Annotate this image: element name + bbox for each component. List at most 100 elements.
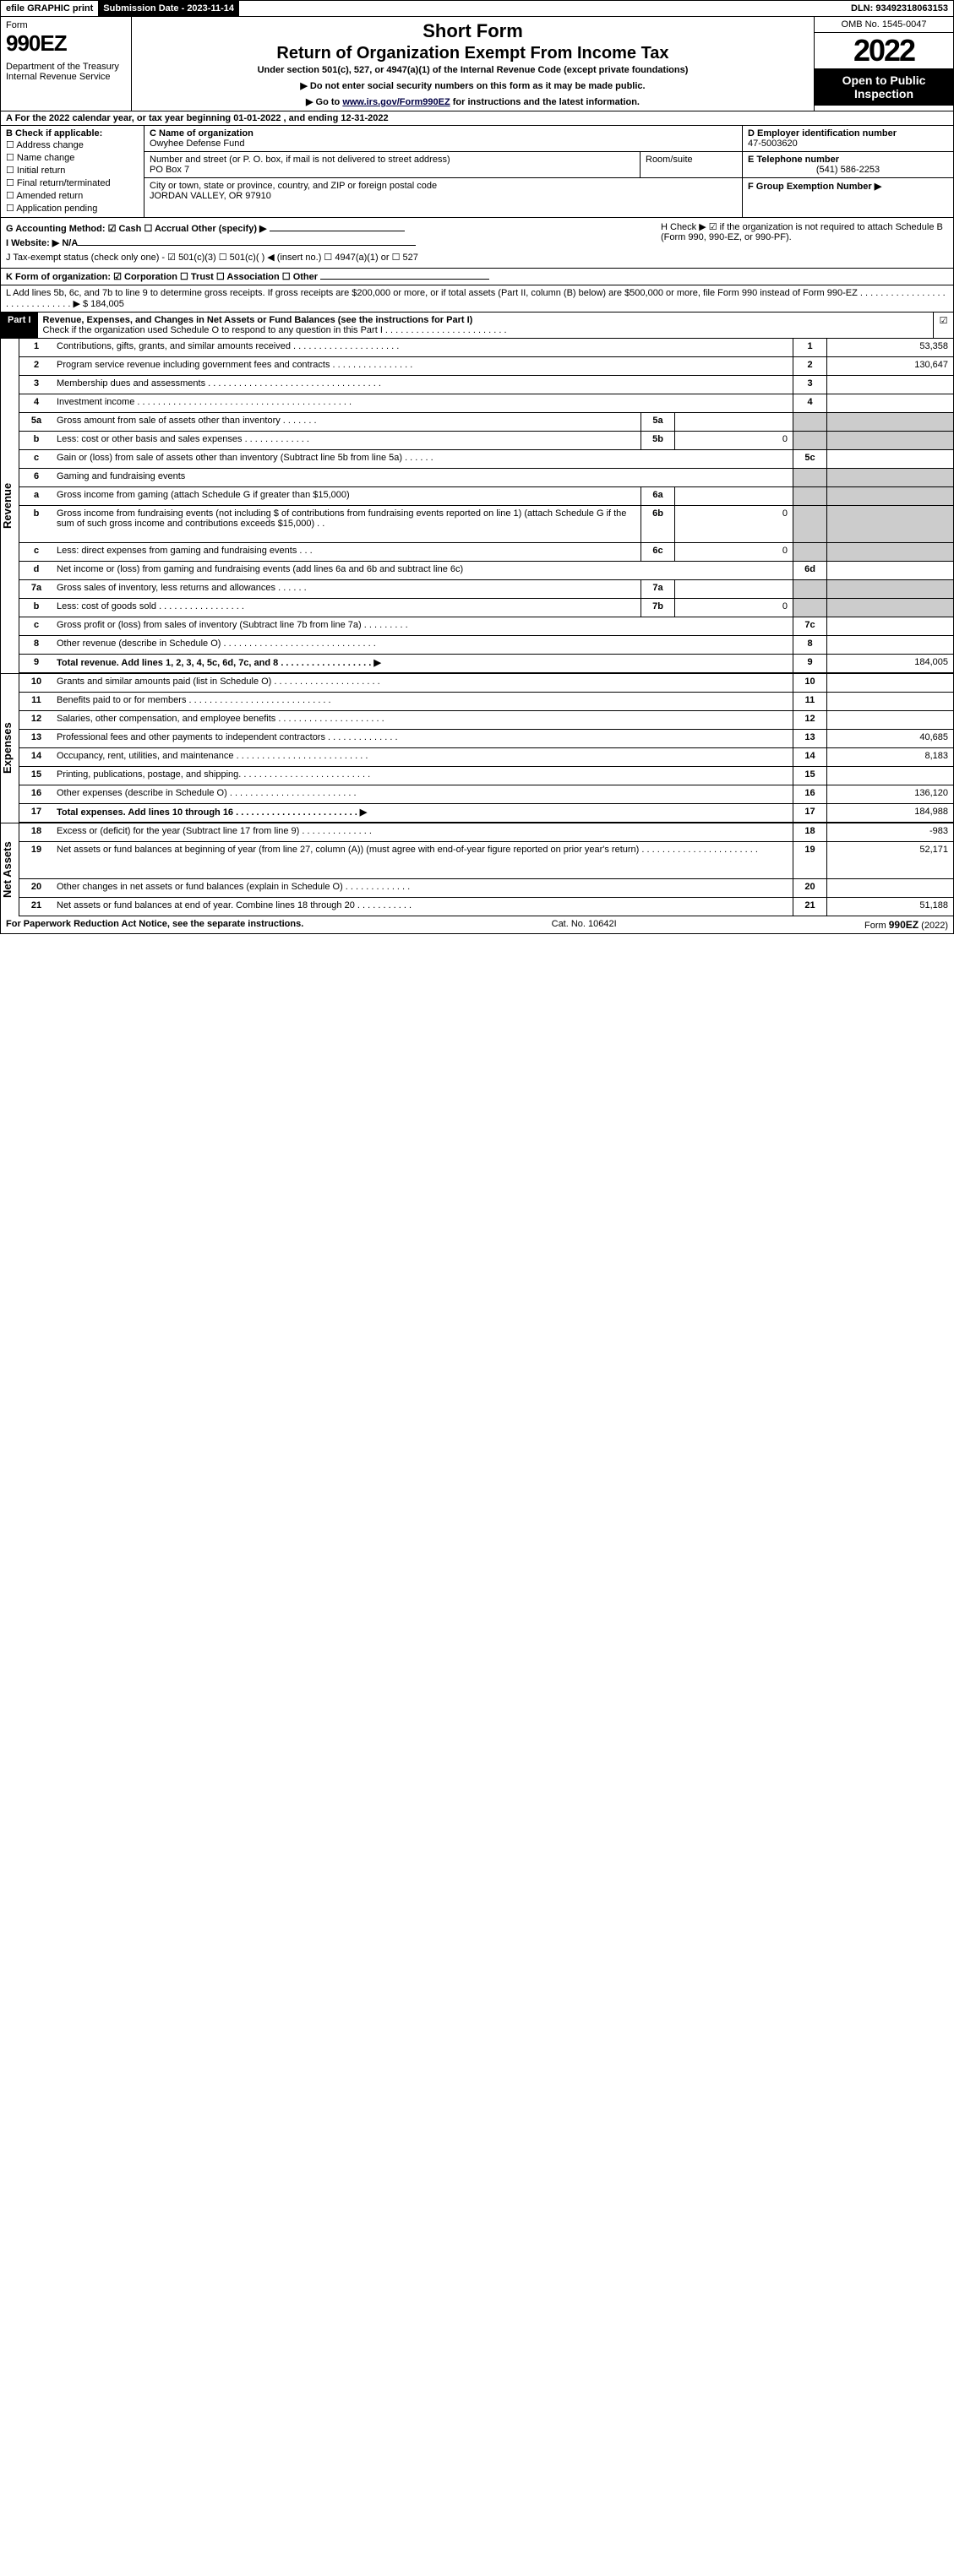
- row-description: Program service revenue including govern…: [53, 357, 793, 375]
- table-row: 5aGross amount from sale of assets other…: [19, 413, 953, 432]
- line-number-col: [793, 487, 826, 505]
- row-number: 17: [19, 804, 53, 822]
- open-to-public: Open to Public Inspection: [815, 68, 953, 106]
- group-exemption-label: F Group Exemption Number ▶: [748, 182, 881, 192]
- amount-value: [826, 469, 953, 486]
- line-number-col: 21: [793, 898, 826, 916]
- table-row: 9Total revenue. Add lines 1, 2, 3, 4, 5c…: [19, 655, 953, 673]
- note-link: ▶ Go to www.irs.gov/Form990EZ for instru…: [139, 96, 807, 107]
- table-row: 7aGross sales of inventory, less returns…: [19, 580, 953, 599]
- row-number: 3: [19, 376, 53, 394]
- row-number: b: [19, 432, 53, 449]
- row-description: Less: cost or other basis and sales expe…: [53, 432, 641, 449]
- line-number-col: 10: [793, 674, 826, 692]
- table-row: 20Other changes in net assets or fund ba…: [19, 879, 953, 898]
- table-row: 18Excess or (deficit) for the year (Subt…: [19, 823, 953, 842]
- table-row: 14Occupancy, rent, utilities, and mainte…: [19, 748, 953, 767]
- part-1-subtitle: Check if the organization used Schedule …: [43, 325, 507, 335]
- netassets-side: Net Assets: [1, 823, 19, 916]
- row-number: 6: [19, 469, 53, 486]
- table-row: 2Program service revenue including gover…: [19, 357, 953, 376]
- amount-value: 53,358: [826, 339, 953, 356]
- row-description: Gain or (loss) from sale of assets other…: [53, 450, 793, 468]
- part-1-label: Part I: [1, 312, 38, 338]
- amount-value: [826, 674, 953, 692]
- line-number-col: 1: [793, 339, 826, 356]
- box-b-label: B Check if applicable:: [6, 128, 139, 139]
- box-d: D Employer identification number 47-5003…: [743, 126, 953, 152]
- subtitle: Under section 501(c), 527, or 4947(a)(1)…: [139, 65, 807, 75]
- section-ghij: H Check ▶ ☑ if the organization is not r…: [0, 218, 954, 269]
- city-value: JORDAN VALLEY, OR 97910: [150, 191, 271, 201]
- table-row: 16Other expenses (describe in Schedule O…: [19, 785, 953, 804]
- street-cell: Number and street (or P. O. box, if mail…: [144, 152, 641, 177]
- form-header: Form 990EZ Department of the Treasury In…: [0, 17, 954, 111]
- amount-value: [826, 767, 953, 785]
- sub-line-value: 0: [674, 543, 793, 561]
- row-number: 5a: [19, 413, 53, 431]
- amount-value: 40,685: [826, 730, 953, 747]
- amount-value: [826, 413, 953, 431]
- row-number: c: [19, 617, 53, 635]
- table-row: bLess: cost of goods sold . . . . . . . …: [19, 599, 953, 617]
- box-c: C Name of organization Owyhee Defense Fu…: [144, 126, 742, 217]
- sub-line-label: 6b: [641, 506, 674, 542]
- street-label: Number and street (or P. O. box, if mail…: [150, 155, 450, 165]
- opt-name-change: ☐ Name change: [6, 151, 139, 164]
- table-row: 13Professional fees and other payments t…: [19, 730, 953, 748]
- main-title: Return of Organization Exempt From Incom…: [139, 44, 807, 63]
- org-name-label: C Name of organization: [150, 128, 253, 139]
- row-number: d: [19, 562, 53, 579]
- row-number: 13: [19, 730, 53, 747]
- sub-line-label: 7a: [641, 580, 674, 598]
- expenses-side: Expenses: [1, 674, 19, 823]
- amount-value: -983: [826, 823, 953, 841]
- irs-link[interactable]: www.irs.gov/Form990EZ: [342, 97, 450, 107]
- line-number-col: 14: [793, 748, 826, 766]
- line-number-col: 15: [793, 767, 826, 785]
- line-number-col: 12: [793, 711, 826, 729]
- row-number: 15: [19, 767, 53, 785]
- ein-value: 47-5003620: [748, 139, 798, 149]
- row-description: Gaming and fundraising events: [53, 469, 793, 486]
- row-description: Excess or (deficit) for the year (Subtra…: [53, 823, 793, 841]
- section-bcdef: B Check if applicable: ☐ Address change …: [0, 126, 954, 218]
- box-f: F Group Exemption Number ▶: [743, 178, 953, 217]
- amount-value: [826, 711, 953, 729]
- table-row: 21Net assets or fund balances at end of …: [19, 898, 953, 916]
- row-number: 4: [19, 394, 53, 412]
- amount-value: [826, 450, 953, 468]
- table-row: cGain or (loss) from sale of assets othe…: [19, 450, 953, 469]
- form-number: 990EZ: [6, 30, 126, 57]
- box-def: D Employer identification number 47-5003…: [742, 126, 953, 217]
- sub-line-value: 0: [674, 506, 793, 542]
- sub-line-label: 7b: [641, 599, 674, 617]
- table-row: cGross profit or (loss) from sales of in…: [19, 617, 953, 636]
- phone-value: (541) 586-2253: [748, 165, 948, 175]
- amount-value: 130,647: [826, 357, 953, 375]
- street-value: PO Box 7: [150, 165, 189, 175]
- line-number-col: 7c: [793, 617, 826, 635]
- part-1-checkbox[interactable]: ☑: [933, 312, 953, 338]
- row-number: a: [19, 487, 53, 505]
- table-row: 15Printing, publications, postage, and s…: [19, 767, 953, 785]
- line-number-col: [793, 432, 826, 449]
- row-description: Total expenses. Add lines 10 through 16 …: [53, 804, 793, 822]
- opt-address-change: ☐ Address change: [6, 139, 139, 151]
- row-description: Printing, publications, postage, and shi…: [53, 767, 793, 785]
- sub-line-value: [674, 580, 793, 598]
- line-number-col: [793, 543, 826, 561]
- table-row: bGross income from fundraising events (n…: [19, 506, 953, 543]
- org-name-row: C Name of organization Owyhee Defense Fu…: [144, 126, 742, 152]
- amount-value: 184,005: [826, 655, 953, 672]
- row-number: 16: [19, 785, 53, 803]
- row-description: Total revenue. Add lines 1, 2, 3, 4, 5c,…: [53, 655, 793, 672]
- line-number-col: 13: [793, 730, 826, 747]
- amount-value: [826, 562, 953, 579]
- row-number: b: [19, 506, 53, 542]
- row-description: Net income or (loss) from gaming and fun…: [53, 562, 793, 579]
- row-description: Less: cost of goods sold . . . . . . . .…: [53, 599, 641, 617]
- note-link-post: for instructions and the latest informat…: [450, 97, 640, 107]
- row-description: Benefits paid to or for members . . . . …: [53, 693, 793, 710]
- street-row: Number and street (or P. O. box, if mail…: [144, 152, 742, 178]
